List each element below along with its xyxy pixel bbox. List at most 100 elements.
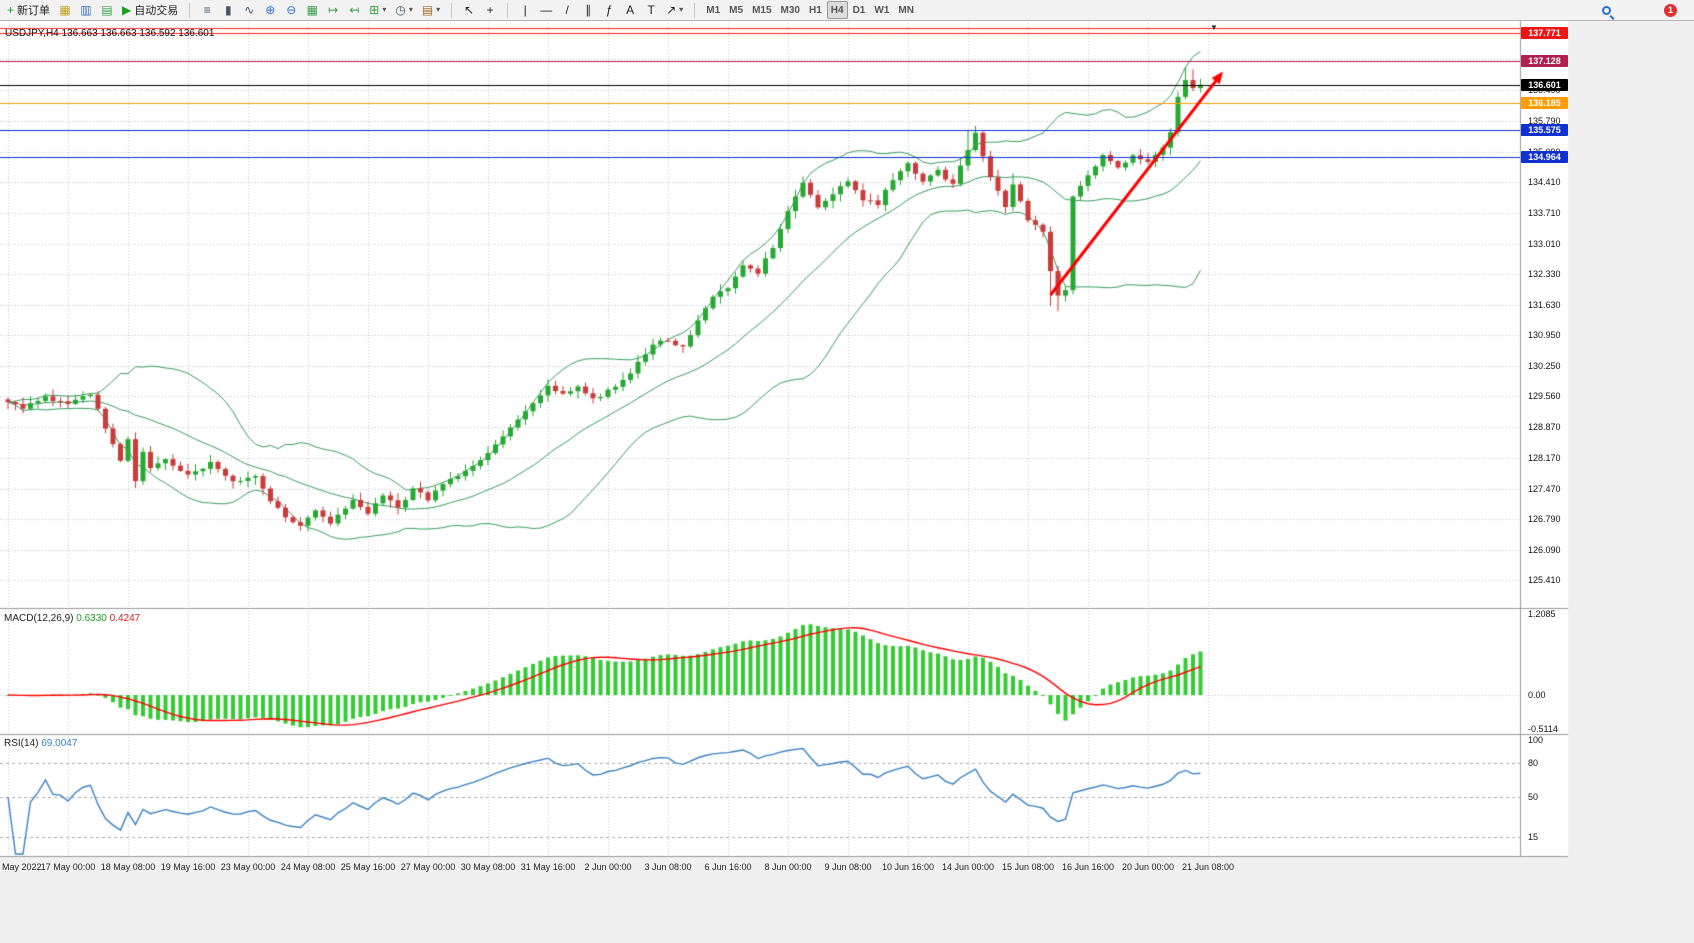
vertical-line-button[interactable]: |	[515, 1, 535, 19]
indicators-button[interactable]: ⊞ ▾	[365, 1, 390, 19]
price-tag: 136.601	[1521, 78, 1568, 91]
price-axis-label: 130.950	[1528, 329, 1561, 340]
timeframe-m30-button[interactable]: M30	[777, 1, 804, 19]
arrows-button[interactable]: ↗ ▾	[662, 1, 687, 19]
notification-button[interactable]: 1	[1660, 1, 1681, 19]
periods-clock-icon: ◷	[395, 3, 406, 17]
price-axis-label: 127.470	[1528, 483, 1561, 494]
chart-shift-marker-icon: ▼	[1210, 23, 1218, 32]
trendline-button[interactable]: /	[557, 1, 577, 19]
timeframe-m1-button-label: M1	[706, 4, 721, 16]
time-axis-label: 9 Jun 08:00	[824, 862, 872, 872]
line-chart-button[interactable]: ∿	[239, 1, 259, 19]
horizontal-line-icon: —	[540, 3, 553, 17]
autotrading-button[interactable]: ▶ 自动交易	[118, 1, 182, 19]
search-icon	[1601, 5, 1611, 15]
timeframe-m1-button[interactable]: M1	[702, 1, 724, 19]
time-axis-label: 25 May 16:00	[340, 862, 396, 872]
time-axis-label: 23 May 00:00	[220, 862, 276, 872]
periods-button[interactable]: ◷ ▾	[391, 1, 417, 19]
timeframe-w1-button[interactable]: W1	[870, 1, 893, 19]
timeframe-h1-button-label: H1	[808, 4, 822, 16]
price-axis-label: 130.250	[1528, 360, 1561, 371]
channel-button[interactable]: ∥	[578, 1, 598, 19]
time-axis-label: 3 Jun 08:00	[644, 862, 692, 872]
candlestick-chart-button[interactable]: ▮	[218, 1, 238, 19]
search-button[interactable]	[1596, 1, 1616, 19]
tile-windows-button[interactable]: ▦	[302, 1, 322, 19]
price-axis-label: 135.790	[1528, 115, 1561, 126]
timeframe-m15-button-label: M15	[752, 4, 772, 16]
chart-shift-button[interactable]: ↤	[344, 1, 364, 19]
macd-indicator-label: MACD(12,26,9) 0.6330 0.4247	[4, 613, 140, 624]
price-axis-label: 133.010	[1528, 238, 1561, 249]
time-axis-label: 10 Jun 16:00	[881, 862, 935, 872]
timeframe-h4-button-label: H4	[830, 4, 844, 16]
chart-area[interactable]: USDJPY,H4 136.663 136.663 136.592 136.60…	[0, 21, 1694, 943]
chart-canvas[interactable]	[0, 21, 1694, 943]
dropdown-caret-icon: ▾	[679, 5, 684, 14]
crosshair-button[interactable]: +	[480, 1, 500, 19]
new-order-button[interactable]: + 新订单	[3, 1, 54, 19]
timeframe-d1-button-label: D1	[852, 4, 866, 16]
market-watch-button[interactable]: ▦	[55, 1, 75, 19]
timeframe-m5-button[interactable]: M5	[725, 1, 747, 19]
text-button[interactable]: A	[620, 1, 640, 19]
time-axis-label: 27 May 00:00	[400, 862, 456, 872]
auto-scroll-button[interactable]: ↦	[323, 1, 343, 19]
time-axis-label: 16 Jun 16:00	[1061, 862, 1115, 872]
toolbar-right: 1	[1596, 1, 1691, 19]
zoom-in-button[interactable]: ⊕	[260, 1, 280, 19]
templates-icon: ▤	[421, 3, 434, 17]
templates-button[interactable]: ▤ ▾	[418, 1, 444, 19]
channel-icon: ∥	[585, 3, 592, 17]
time-axis[interactable]: May 2022 17 May 00:00 18 May 08:00 19 May 1…	[0, 859, 1568, 877]
price-tag: 134.964	[1521, 151, 1568, 164]
price-axis-label: 125.410	[1528, 575, 1561, 585]
time-axis-label: 2 Jun 00:00	[584, 862, 632, 872]
rsi-name: RSI(14)	[4, 738, 39, 749]
macd-axis-label: 0.00	[1528, 690, 1546, 700]
fibonacci-icon: ƒ	[605, 3, 613, 17]
price-tag: 137.771	[1521, 27, 1568, 40]
text-label-button[interactable]: T	[641, 1, 661, 19]
horizontal-line-button[interactable]: —	[536, 1, 556, 19]
time-axis-label: 30 May 08:00	[460, 862, 516, 872]
data-window-button[interactable]: ▥	[76, 1, 96, 19]
timeframe-w1-button-label: W1	[874, 4, 890, 16]
timeframe-d1-button[interactable]: D1	[849, 1, 870, 19]
cursor-button[interactable]: ↖	[459, 1, 479, 19]
timeframe-h4-button[interactable]: H4	[826, 1, 848, 19]
time-axis-label: 31 May 16:00	[520, 862, 576, 872]
dropdown-caret-icon: ▾	[382, 5, 387, 14]
terminal-button[interactable]: ▤	[97, 1, 117, 19]
dropdown-caret-icon: ▾	[408, 5, 413, 14]
rsi-axis-label: 80	[1528, 757, 1539, 768]
time-axis-label: 8 Jun 00:00	[764, 862, 812, 872]
toolbar-separator	[189, 2, 191, 18]
rsi-indicator-label: RSI(14) 69.0047	[4, 738, 77, 749]
autotrading-play-icon: ▶	[122, 3, 132, 17]
tile-windows-icon: ▦	[306, 3, 318, 17]
timeframe-m15-button[interactable]: M15	[748, 1, 775, 19]
timeframe-h1-button[interactable]: H1	[805, 1, 826, 19]
fibonacci-button[interactable]: ƒ	[599, 1, 619, 19]
price-axis-label: 132.330	[1528, 268, 1561, 279]
rsi-axis-label: 100	[1528, 735, 1544, 745]
chart-shift-icon: ↤	[349, 3, 360, 17]
price-axis-label: 126.090	[1528, 544, 1561, 555]
time-axis-label: 18 May 08:00	[100, 862, 156, 872]
indicators-icon: ⊞	[369, 3, 380, 17]
price-axis[interactable]: 136.490135.790135.090134.410133.710133.0…	[1520, 21, 1694, 857]
zoom-out-button[interactable]: ⊖	[281, 1, 301, 19]
bar-chart-button[interactable]: ≡	[197, 1, 217, 19]
price-tag: 137.128	[1521, 55, 1568, 68]
toolbar-separator	[507, 2, 509, 18]
macd-main-value: 0.6330	[76, 613, 107, 624]
auto-scroll-icon: ↦	[328, 3, 339, 17]
timeframe-mn-button[interactable]: MN	[894, 1, 918, 19]
zoom-in-icon: ⊕	[265, 3, 276, 17]
time-axis-label: 15 Jun 08:00	[1001, 862, 1055, 872]
price-axis-label: 129.560	[1528, 391, 1561, 402]
trendline-icon: /	[565, 3, 569, 17]
